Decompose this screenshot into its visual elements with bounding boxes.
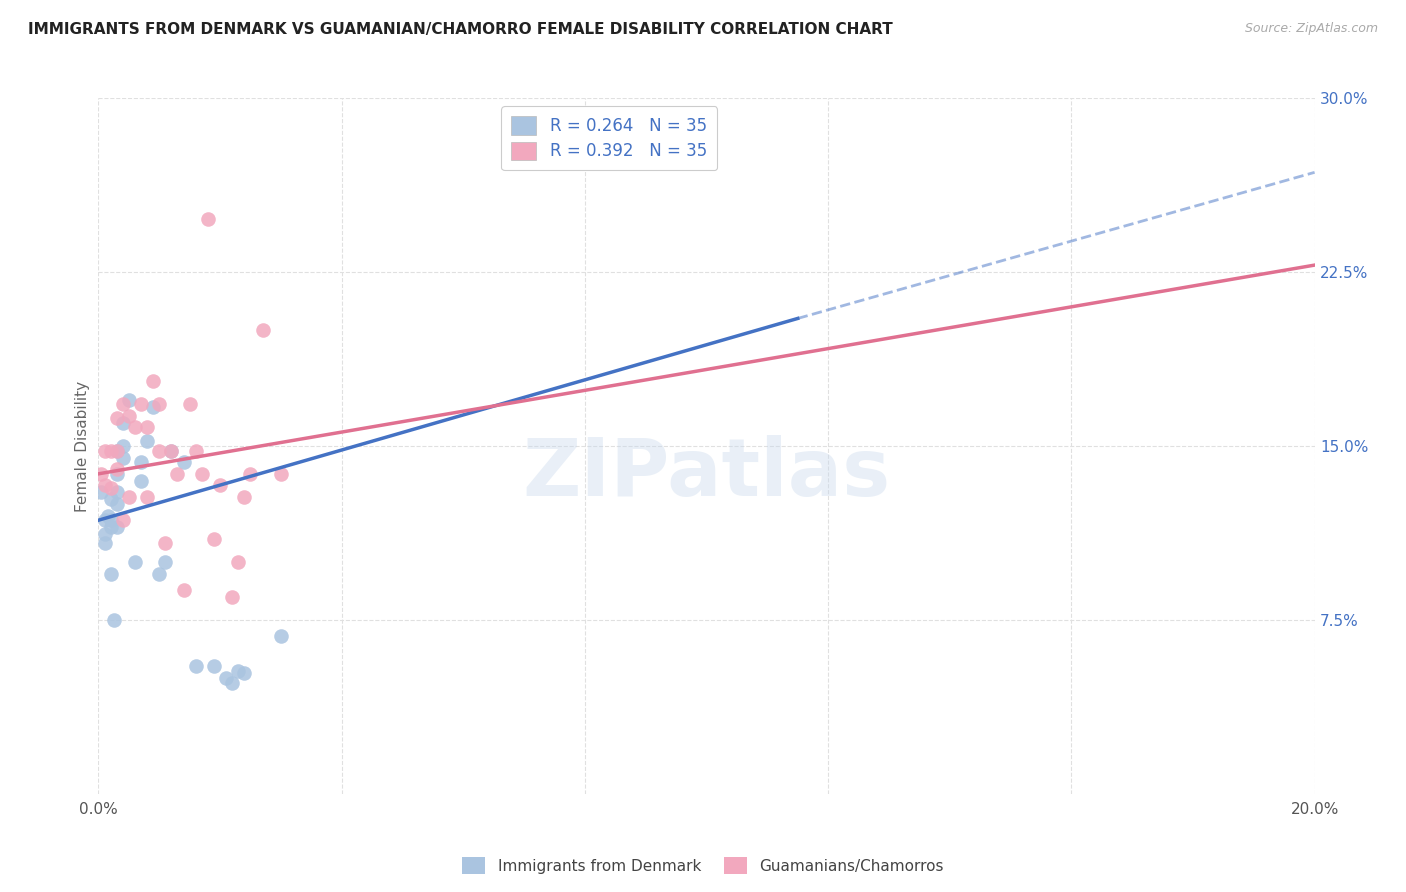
- Point: [160, 443, 183, 458]
- Point: [270, 629, 292, 643]
- Point: [111, 439, 134, 453]
- Point: [136, 434, 159, 449]
- Text: ZIPatlas: ZIPatlas: [523, 434, 890, 513]
- Point: [100, 513, 122, 527]
- Point: [118, 392, 141, 407]
- Point: [111, 450, 134, 465]
- Point: [118, 409, 141, 423]
- Point: [93, 443, 115, 458]
- Point: [124, 555, 146, 569]
- Point: [118, 490, 141, 504]
- Point: [100, 566, 122, 581]
- Point: [148, 443, 170, 458]
- Point: [105, 497, 128, 511]
- Point: [166, 467, 188, 481]
- Point: [105, 443, 128, 458]
- Y-axis label: Female Disability: Female Disability: [75, 380, 90, 512]
- Point: [270, 467, 292, 481]
- Point: [136, 490, 159, 504]
- Point: [202, 659, 225, 673]
- Point: [226, 555, 249, 569]
- Point: [93, 513, 115, 527]
- Point: [105, 467, 128, 481]
- Point: [93, 478, 115, 492]
- Point: [129, 474, 152, 488]
- Point: [100, 492, 122, 507]
- Point: [111, 513, 134, 527]
- Point: [129, 455, 152, 469]
- Point: [105, 411, 128, 425]
- Point: [142, 374, 165, 388]
- Point: [100, 443, 122, 458]
- Point: [142, 400, 165, 414]
- Point: [197, 211, 219, 226]
- Point: [155, 536, 177, 550]
- Point: [105, 443, 128, 458]
- Point: [100, 520, 122, 534]
- Point: [90, 467, 112, 481]
- Point: [202, 532, 225, 546]
- Point: [252, 323, 274, 337]
- Point: [215, 671, 238, 685]
- Text: Source: ZipAtlas.com: Source: ZipAtlas.com: [1244, 22, 1378, 36]
- Point: [173, 455, 195, 469]
- Point: [105, 520, 128, 534]
- Point: [179, 397, 201, 411]
- Point: [105, 485, 128, 500]
- Point: [136, 420, 159, 434]
- Point: [124, 420, 146, 434]
- Point: [129, 397, 152, 411]
- Point: [233, 490, 256, 504]
- Point: [191, 467, 214, 481]
- Point: [160, 443, 183, 458]
- Point: [221, 675, 243, 690]
- Point: [148, 397, 170, 411]
- Point: [96, 508, 118, 523]
- Point: [100, 481, 122, 495]
- Point: [90, 485, 112, 500]
- Point: [103, 613, 125, 627]
- Point: [239, 467, 262, 481]
- Point: [184, 659, 207, 673]
- Point: [111, 397, 134, 411]
- Point: [155, 555, 177, 569]
- Point: [221, 590, 243, 604]
- Text: IMMIGRANTS FROM DENMARK VS GUAMANIAN/CHAMORRO FEMALE DISABILITY CORRELATION CHAR: IMMIGRANTS FROM DENMARK VS GUAMANIAN/CHA…: [28, 22, 893, 37]
- Point: [233, 666, 256, 681]
- Point: [93, 527, 115, 541]
- Point: [111, 416, 134, 430]
- Point: [226, 664, 249, 678]
- Legend: R = 0.264   N = 35, R = 0.392   N = 35: R = 0.264 N = 35, R = 0.392 N = 35: [502, 106, 717, 170]
- Legend: Immigrants from Denmark, Guamanians/Chamorros: Immigrants from Denmark, Guamanians/Cham…: [457, 851, 949, 880]
- Point: [173, 582, 195, 597]
- Point: [105, 462, 128, 476]
- Point: [184, 443, 207, 458]
- Point: [93, 536, 115, 550]
- Point: [148, 566, 170, 581]
- Point: [209, 478, 232, 492]
